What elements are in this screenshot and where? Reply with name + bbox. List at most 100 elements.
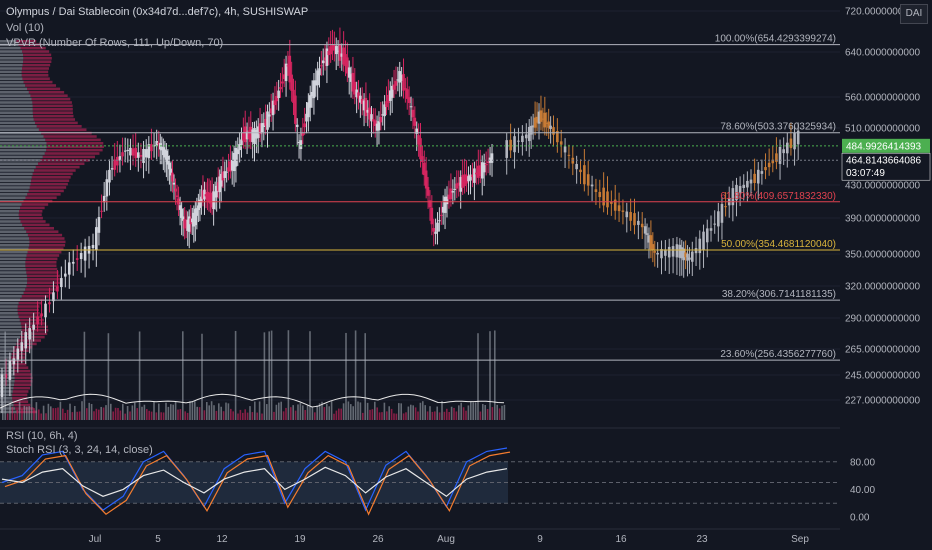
vpvr-row-down <box>19 216 43 220</box>
vpvr-row-down <box>27 278 61 281</box>
volume-bar <box>270 330 273 420</box>
projection-candle <box>680 247 684 259</box>
projection-candle <box>694 248 698 254</box>
time-axis-label: 5 <box>155 534 161 545</box>
price-candle <box>394 81 398 86</box>
vpvr-row-up <box>0 386 14 390</box>
price-candle <box>297 141 301 143</box>
vpvr-row-down <box>25 288 57 291</box>
vpvr-row-up <box>0 53 24 57</box>
vpvr-row-up <box>0 125 37 128</box>
price-candle <box>331 44 334 51</box>
vpvr-row-down <box>26 271 59 274</box>
vpvr-row-up <box>0 410 17 414</box>
volume-bar <box>306 405 309 420</box>
projection-candle <box>771 159 775 164</box>
volume-bar <box>364 333 366 420</box>
volume-bar <box>21 408 23 420</box>
volume-bar <box>227 403 230 420</box>
vpvr-row-up <box>0 346 15 349</box>
price-candle <box>200 196 203 203</box>
price-candle <box>445 196 449 205</box>
vpvr-row-up <box>0 393 13 397</box>
volume-bar <box>417 411 419 420</box>
volume-bar <box>78 411 81 420</box>
projection-candle <box>735 184 738 201</box>
volume-bar <box>165 402 167 420</box>
price-candle <box>301 133 305 136</box>
vpvr-histogram <box>0 40 104 414</box>
volume-bar <box>239 409 242 420</box>
vpvr-row-up <box>0 193 28 196</box>
vpvr-row-down <box>13 386 30 390</box>
price-candle <box>269 108 273 114</box>
price-candle <box>407 97 411 104</box>
projection-candle <box>675 244 679 258</box>
time-axis-label: 12 <box>216 534 228 545</box>
volume-bar <box>273 411 275 420</box>
projection-candle <box>724 206 727 208</box>
price-candle <box>482 162 486 173</box>
osc-axis-label: 40.00 <box>850 485 875 496</box>
projection-candle <box>749 179 753 184</box>
projection-candle <box>738 186 742 193</box>
volume-bar <box>170 404 172 420</box>
volume-bar <box>350 404 352 420</box>
volume-bar <box>201 333 203 420</box>
projection-candle <box>533 117 537 128</box>
vpvr-row-down <box>11 363 27 366</box>
vpvr-row-down <box>14 373 32 376</box>
volume-bar <box>376 407 378 420</box>
volume-bar <box>304 410 306 420</box>
projection-candle <box>543 112 547 128</box>
price-candle <box>131 148 135 156</box>
vpvr-row-down <box>29 186 67 189</box>
price-candle <box>126 149 130 151</box>
price-candle <box>417 135 420 145</box>
vpvr-row-down <box>46 148 103 152</box>
volume-bar <box>436 406 438 420</box>
volume-bar <box>124 413 126 420</box>
vpvr-row-down <box>37 162 85 165</box>
volume-bar <box>143 404 146 420</box>
volume-bar <box>467 405 470 420</box>
vpvr-row-up <box>0 80 24 84</box>
price-candle <box>213 193 217 198</box>
price-candle <box>157 142 161 145</box>
price-candles <box>0 27 494 413</box>
volume-bar <box>131 405 134 420</box>
volume-bar <box>129 411 131 420</box>
price-candle <box>451 191 455 193</box>
projection-candle <box>547 121 550 128</box>
projection-candle <box>629 212 632 221</box>
price-candle <box>305 113 308 122</box>
volume-bar <box>366 402 369 420</box>
vpvr-row-up <box>0 210 20 213</box>
volume-bar <box>477 333 479 420</box>
volume-bar <box>150 411 153 420</box>
volume-bar <box>383 402 386 420</box>
volume-bar <box>69 403 71 420</box>
vpvr-row-up <box>0 186 30 189</box>
vpvr-row-down <box>31 176 71 179</box>
projection-candle <box>651 244 655 251</box>
volume-bar <box>489 331 491 420</box>
price-candle <box>230 159 234 171</box>
volume-bar <box>359 402 362 420</box>
volume-bar <box>220 406 222 420</box>
vpvr-row-up <box>0 250 28 254</box>
price-candle <box>97 217 101 233</box>
price-candle <box>375 123 379 131</box>
price-candle <box>286 65 290 67</box>
quote-currency-badge[interactable]: DAI <box>900 4 928 24</box>
volume-bar <box>311 406 314 420</box>
projection-candle <box>617 205 621 212</box>
volume-bar <box>266 404 268 420</box>
vpvr-row-down <box>23 60 52 63</box>
volume-bar <box>412 405 414 420</box>
vpvr-row-up <box>0 233 28 237</box>
price-candle <box>344 54 347 67</box>
projection-candle <box>793 133 796 150</box>
price-candle <box>443 196 447 213</box>
